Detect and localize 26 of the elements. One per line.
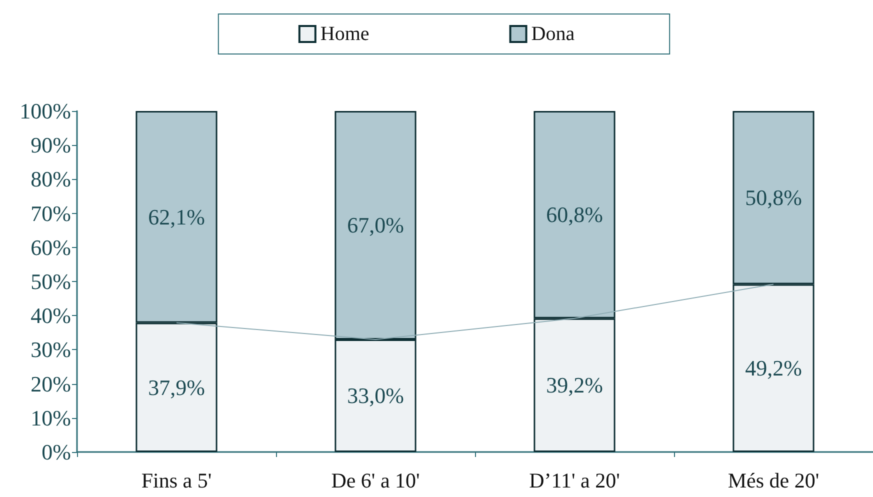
line-series [176,284,774,340]
legend-label: Dona [531,23,575,45]
data-label: 39,2% [546,372,603,398]
y-tick-label: 0% [42,440,71,464]
y-tick-label: 100% [20,98,71,124]
y-tick-label: 50% [30,269,71,294]
y-tick-label: 40% [30,303,71,328]
data-label: 62,1% [148,204,205,230]
y-tick-label: 70% [30,200,71,226]
y-tick-label: 10% [30,405,71,430]
data-label: 67,0% [347,212,404,238]
data-label: 49,2% [745,356,802,381]
y-tick-label: 80% [30,166,71,192]
x-tick-label: Més de 20' [728,468,820,492]
x-tick-label: Fins a 5' [141,468,212,492]
x-tick-label: D’11' a 20' [529,468,620,492]
y-tick-label: 30% [30,337,71,362]
x-tick-label: De 6' a 10' [331,468,420,492]
y-tick-label: 20% [30,371,71,396]
data-label: 37,9% [148,374,205,400]
y-tick-label: 60% [30,234,71,260]
y-tick-label: 90% [30,132,71,158]
data-label: 33,0% [347,383,404,408]
data-label: 60,8% [546,202,603,228]
legend-label: Home [320,23,370,45]
data-label: 50,8% [745,185,802,210]
